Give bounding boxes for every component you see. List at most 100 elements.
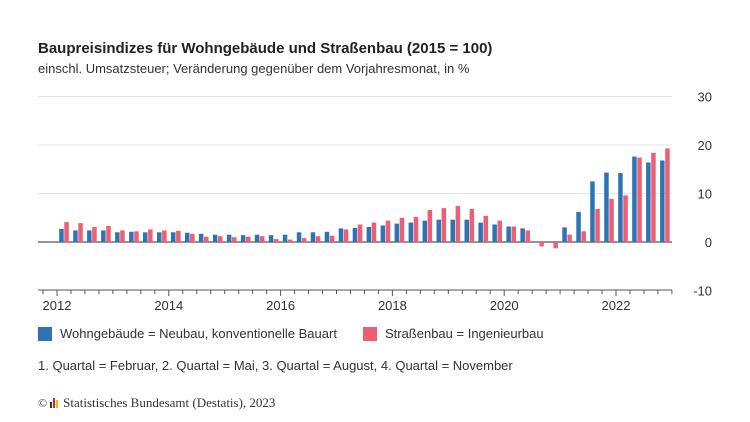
bar-strassenbau[interactable]: [273, 239, 279, 242]
bar-wohngebaeude[interactable]: [660, 160, 665, 243]
bar-strassenbau[interactable]: [623, 195, 628, 242]
bar-wohngebaeude[interactable]: [87, 230, 92, 242]
bar-strassenbau[interactable]: [441, 208, 447, 242]
copyright-icon: ©: [38, 395, 48, 410]
bar-wohngebaeude[interactable]: [185, 232, 190, 242]
bar-wohngebaeude[interactable]: [506, 226, 511, 243]
bar-wohngebaeude[interactable]: [380, 225, 386, 243]
bar-strassenbau[interactable]: [637, 157, 642, 242]
bar-strassenbau[interactable]: [455, 206, 461, 242]
bar-wohngebaeude[interactable]: [101, 230, 106, 242]
bar-wohngebaeude[interactable]: [352, 227, 358, 242]
bar-wohngebaeude[interactable]: [212, 234, 218, 242]
bar-strassenbau[interactable]: [120, 230, 125, 242]
bar-wohngebaeude[interactable]: [171, 232, 176, 242]
bar-wohngebaeude[interactable]: [73, 230, 78, 242]
bar-strassenbau[interactable]: [497, 220, 503, 242]
bar-strassenbau[interactable]: [246, 236, 251, 242]
bar-strassenbau[interactable]: [301, 238, 307, 242]
bar-strassenbau[interactable]: [511, 226, 517, 243]
bar-wohngebaeude[interactable]: [576, 211, 581, 242]
bar-strassenbau[interactable]: [567, 234, 572, 242]
bar-wohngebaeude[interactable]: [310, 232, 316, 242]
bar-strassenbau[interactable]: [232, 237, 237, 242]
bar-wohngebaeude[interactable]: [129, 231, 134, 242]
bar-wohngebaeude[interactable]: [157, 232, 162, 242]
bar-strassenbau[interactable]: [651, 152, 656, 242]
bar-wohngebaeude[interactable]: [394, 223, 400, 242]
bar-wohngebaeude[interactable]: [143, 232, 148, 242]
bar-strassenbau[interactable]: [371, 222, 377, 242]
source-credit: © Statistisches Bundesamt (Destatis), 20…: [38, 395, 275, 411]
destatis-logo-icon: [50, 398, 59, 408]
bar-wohngebaeude[interactable]: [115, 232, 120, 242]
bar-wohngebaeude[interactable]: [198, 233, 204, 242]
bar-wohngebaeude[interactable]: [450, 219, 456, 242]
bar-wohngebaeude[interactable]: [282, 234, 288, 242]
bar-strassenbau[interactable]: [287, 239, 293, 242]
bar-strassenbau[interactable]: [539, 242, 544, 247]
bar-wohngebaeude[interactable]: [240, 235, 246, 242]
bar-wohngebaeude[interactable]: [296, 232, 302, 242]
bar-wohngebaeude[interactable]: [324, 231, 330, 242]
bar-wohngebaeude[interactable]: [338, 228, 344, 242]
bar-wohngebaeude[interactable]: [618, 173, 623, 242]
bar-strassenbau[interactable]: [343, 229, 349, 242]
bar-wohngebaeude[interactable]: [632, 156, 637, 242]
bar-strassenbau[interactable]: [483, 215, 489, 242]
bar-strassenbau[interactable]: [106, 226, 111, 242]
bar-wohngebaeude[interactable]: [226, 234, 232, 242]
bar-wohngebaeude[interactable]: [366, 227, 372, 242]
bar-wohngebaeude[interactable]: [268, 235, 274, 242]
bar-wohngebaeude[interactable]: [254, 234, 260, 242]
bar-wohngebaeude[interactable]: [436, 219, 442, 242]
bar-wohngebaeude[interactable]: [562, 227, 567, 242]
bar-wohngebaeude[interactable]: [478, 222, 483, 242]
bar-strassenbau[interactable]: [595, 209, 600, 242]
bar-strassenbau[interactable]: [204, 236, 209, 242]
bar-strassenbau[interactable]: [78, 223, 83, 242]
bar-strassenbau[interactable]: [148, 229, 153, 242]
legend-item-strassenbau[interactable]: Straßenbau = Ingenieurbau: [362, 326, 544, 341]
bar-wohngebaeude[interactable]: [422, 220, 428, 242]
bar-strassenbau[interactable]: [259, 236, 265, 242]
bar-strassenbau[interactable]: [609, 198, 614, 242]
bar-strassenbau[interactable]: [162, 230, 167, 242]
x-tick-label: 2022: [602, 298, 631, 313]
bar-strassenbau[interactable]: [64, 222, 69, 242]
bar-strassenbau[interactable]: [329, 235, 335, 242]
bar-strassenbau[interactable]: [413, 216, 419, 242]
bar-wohngebaeude[interactable]: [604, 172, 609, 242]
bar-strassenbau[interactable]: [665, 148, 670, 242]
x-tick-label: 2014: [154, 298, 183, 313]
bar-strassenbau[interactable]: [218, 236, 223, 242]
bar-strassenbau[interactable]: [92, 227, 97, 242]
bar-strassenbau[interactable]: [469, 209, 475, 242]
bar-strassenbau[interactable]: [399, 217, 405, 243]
legend-label: Wohngebäude = Neubau, konventionelle Bau…: [60, 326, 337, 341]
bar-strassenbau[interactable]: [357, 224, 363, 243]
bar-wohngebaeude[interactable]: [492, 224, 497, 243]
bar-wohngebaeude[interactable]: [646, 162, 651, 243]
bar-wohngebaeude[interactable]: [590, 181, 595, 242]
bar-strassenbau[interactable]: [385, 220, 391, 242]
bar-wohngebaeude[interactable]: [464, 219, 470, 242]
bar-strassenbau[interactable]: [525, 230, 531, 242]
bar-strassenbau[interactable]: [134, 231, 139, 242]
bar-strassenbau[interactable]: [190, 233, 195, 242]
x-tick-label: 2016: [266, 298, 295, 313]
bar-wohngebaeude[interactable]: [408, 222, 414, 242]
bar-strassenbau[interactable]: [427, 210, 433, 242]
bar-wohngebaeude[interactable]: [520, 228, 525, 242]
bar-wohngebaeude[interactable]: [59, 228, 64, 242]
y-tick-label: 10: [698, 187, 712, 202]
y-tick-label: 20: [698, 138, 712, 153]
bar-strassenbau[interactable]: [315, 236, 321, 242]
bar-strassenbau[interactable]: [581, 231, 586, 242]
x-tick-label: 2012: [43, 298, 72, 313]
legend-swatch-blue: [38, 326, 52, 341]
y-axis: 30 20 10 0 -10: [693, 90, 712, 299]
bar-strassenbau[interactable]: [176, 230, 181, 242]
bar-strassenbau[interactable]: [553, 242, 558, 249]
legend-item-wohngebaeude[interactable]: Wohngebäude = Neubau, konventionelle Bau…: [38, 326, 337, 341]
